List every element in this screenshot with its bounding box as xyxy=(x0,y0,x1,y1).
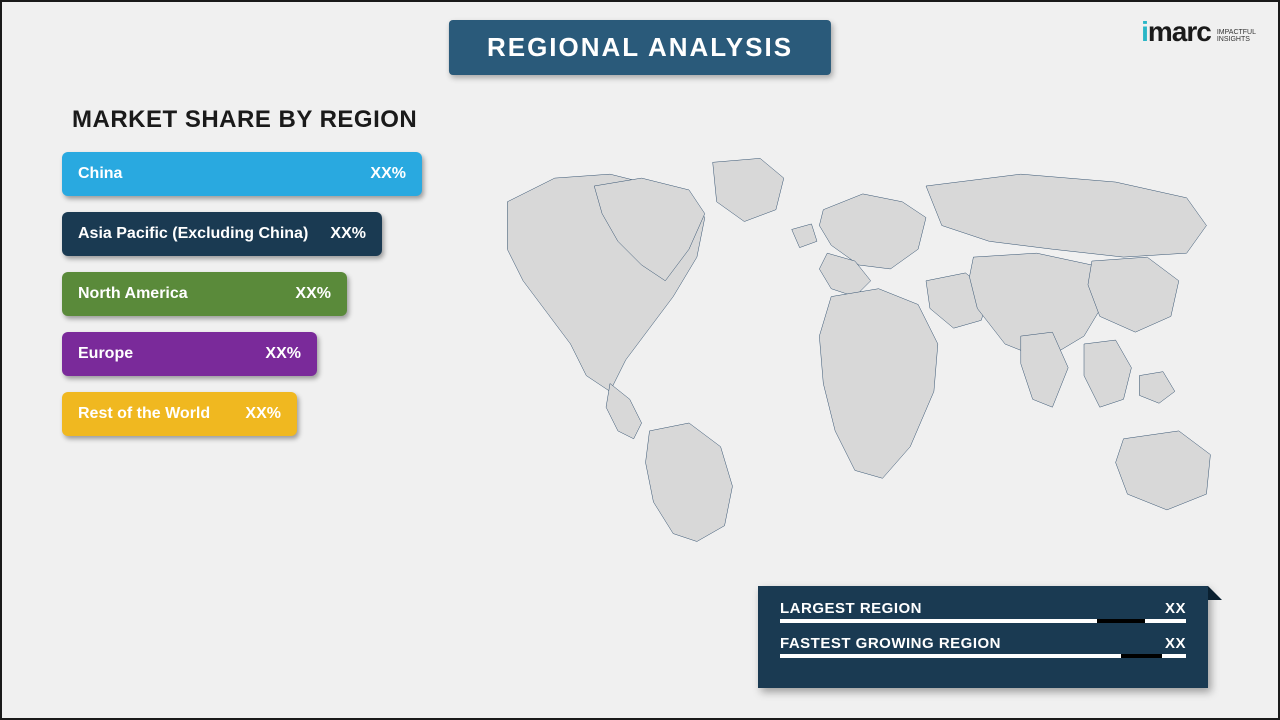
market-bar-3: Europe XX% xyxy=(62,332,317,376)
bar-value: XX% xyxy=(295,285,331,303)
market-bar-2: North America XX% xyxy=(62,272,347,316)
bar-label: Europe xyxy=(78,345,133,363)
logo-tagline: IMPACTFULINSIGHTS xyxy=(1217,29,1256,48)
summary-row-0: LARGEST REGION XX xyxy=(780,600,1186,617)
bar-value: XX% xyxy=(370,165,406,183)
bar-label: China xyxy=(78,165,122,183)
page-title: REGIONAL ANALYSIS xyxy=(487,32,793,62)
bar-value: XX% xyxy=(330,225,366,243)
market-bar-4: Rest of the World XX% xyxy=(62,392,297,436)
bar-value: XX% xyxy=(265,345,301,363)
page-title-banner: REGIONAL ANALYSIS xyxy=(449,20,831,75)
bar-label: Rest of the World xyxy=(78,405,210,423)
bar-value: XX% xyxy=(245,405,281,423)
logo-text: iimarcmarc xyxy=(1141,16,1211,48)
bar-label: North America xyxy=(78,285,188,303)
market-share-bars: China XX% Asia Pacific (Excluding China) XX… xyxy=(62,152,422,436)
summary-divider xyxy=(780,654,1186,658)
bar-label: Asia Pacific (Excluding China) xyxy=(78,225,308,243)
market-bar-0: China XX% xyxy=(62,152,422,196)
summary-value: XX xyxy=(1165,600,1186,617)
summary-value: XX xyxy=(1165,635,1186,652)
world-map xyxy=(452,114,1242,574)
summary-divider xyxy=(780,619,1186,623)
section-subtitle: MARKET SHARE BY REGION xyxy=(72,106,417,134)
summary-row-1: FASTEST GROWING REGION XX xyxy=(780,635,1186,652)
summary-label: LARGEST REGION xyxy=(780,600,922,617)
summary-panel: LARGEST REGION XX FASTEST GROWING REGION XX xyxy=(758,586,1208,688)
market-bar-1: Asia Pacific (Excluding China) XX% xyxy=(62,212,382,256)
summary-label: FASTEST GROWING REGION xyxy=(780,635,1001,652)
brand-logo: iimarcmarc IMPACTFULINSIGHTS xyxy=(1141,16,1256,48)
